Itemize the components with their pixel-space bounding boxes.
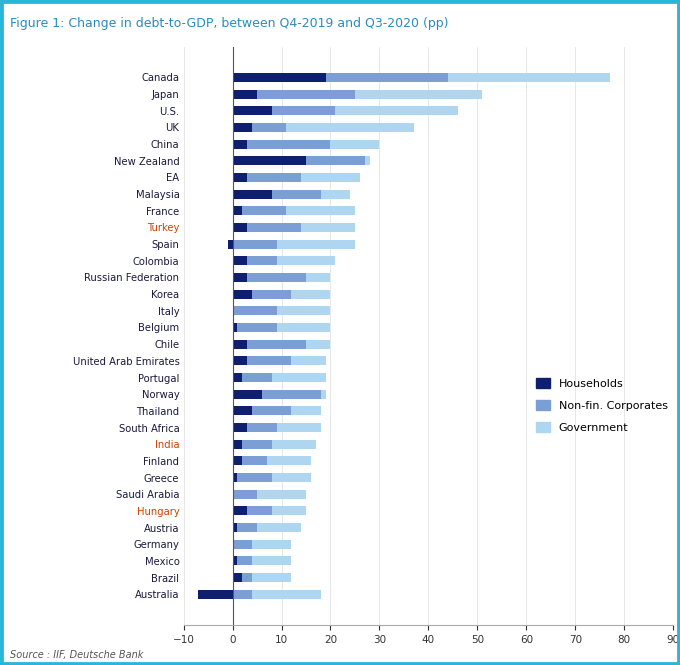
- Bar: [233, 239, 277, 249]
- Bar: [242, 573, 252, 582]
- Bar: [233, 206, 242, 215]
- Bar: [448, 73, 609, 82]
- Bar: [233, 273, 248, 282]
- Bar: [248, 173, 301, 182]
- Bar: [233, 473, 237, 482]
- Bar: [277, 256, 335, 265]
- Bar: [272, 506, 306, 515]
- Bar: [277, 239, 355, 249]
- Bar: [233, 289, 252, 299]
- Bar: [233, 307, 277, 315]
- Bar: [233, 390, 262, 399]
- Bar: [364, 156, 370, 166]
- Bar: [252, 590, 321, 598]
- Bar: [233, 456, 242, 466]
- Bar: [233, 373, 242, 382]
- Bar: [248, 423, 277, 432]
- Bar: [272, 440, 316, 449]
- Bar: [286, 123, 413, 132]
- Bar: [262, 390, 321, 399]
- Bar: [291, 406, 321, 416]
- Bar: [233, 73, 326, 82]
- Bar: [277, 423, 321, 432]
- Bar: [257, 90, 355, 98]
- Bar: [233, 573, 242, 582]
- Bar: [248, 273, 306, 282]
- Bar: [252, 557, 291, 565]
- Bar: [237, 473, 272, 482]
- Bar: [330, 140, 379, 149]
- Bar: [321, 190, 350, 199]
- Bar: [233, 557, 237, 565]
- Bar: [252, 406, 291, 416]
- Bar: [277, 307, 330, 315]
- Bar: [272, 373, 326, 382]
- Bar: [326, 73, 448, 82]
- Bar: [233, 123, 252, 132]
- Bar: [233, 223, 248, 232]
- Bar: [248, 340, 306, 348]
- Bar: [272, 473, 311, 482]
- Bar: [252, 539, 291, 549]
- Bar: [301, 223, 355, 232]
- Bar: [277, 323, 330, 332]
- Bar: [233, 539, 252, 549]
- Bar: [233, 173, 248, 182]
- Bar: [355, 90, 482, 98]
- Bar: [233, 523, 237, 532]
- Bar: [233, 356, 248, 365]
- Bar: [306, 340, 330, 348]
- Bar: [248, 140, 330, 149]
- Bar: [233, 256, 248, 265]
- Bar: [233, 140, 248, 149]
- Bar: [233, 190, 272, 199]
- Bar: [248, 256, 277, 265]
- Bar: [237, 523, 257, 532]
- Bar: [267, 456, 311, 466]
- Bar: [272, 106, 335, 115]
- Bar: [301, 173, 360, 182]
- Bar: [233, 423, 248, 432]
- Bar: [291, 356, 326, 365]
- Bar: [248, 506, 272, 515]
- Bar: [233, 156, 306, 166]
- Bar: [233, 489, 257, 499]
- Bar: [233, 323, 237, 332]
- Bar: [237, 557, 252, 565]
- Bar: [233, 590, 252, 598]
- Bar: [248, 223, 301, 232]
- Bar: [233, 406, 252, 416]
- Bar: [237, 323, 277, 332]
- Bar: [335, 106, 458, 115]
- Text: Source : IIF, Deutsche Bank: Source : IIF, Deutsche Bank: [10, 650, 143, 660]
- Bar: [286, 206, 355, 215]
- Bar: [248, 356, 291, 365]
- Bar: [228, 239, 233, 249]
- Bar: [291, 289, 330, 299]
- Bar: [242, 206, 286, 215]
- Text: Figure 1: Change in debt-to-GDP, between Q4-2019 and Q3-2020 (pp): Figure 1: Change in debt-to-GDP, between…: [10, 17, 449, 30]
- Bar: [199, 590, 233, 598]
- Bar: [272, 190, 321, 199]
- Bar: [242, 373, 272, 382]
- Bar: [257, 489, 306, 499]
- Bar: [233, 506, 248, 515]
- Legend: Households, Non-fin. Corporates, Government: Households, Non-fin. Corporates, Governm…: [537, 378, 668, 432]
- Bar: [306, 156, 364, 166]
- Bar: [321, 390, 326, 399]
- Bar: [252, 123, 286, 132]
- Bar: [252, 289, 291, 299]
- Bar: [257, 523, 301, 532]
- Bar: [233, 340, 248, 348]
- Bar: [242, 440, 272, 449]
- Bar: [252, 573, 291, 582]
- Bar: [242, 456, 267, 466]
- Bar: [306, 273, 330, 282]
- Bar: [233, 90, 257, 98]
- Bar: [233, 106, 272, 115]
- Bar: [233, 440, 242, 449]
